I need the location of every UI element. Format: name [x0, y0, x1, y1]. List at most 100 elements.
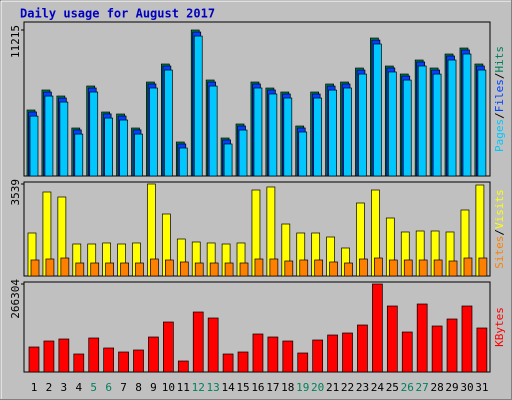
- y-tick-label: 266304: [9, 279, 22, 319]
- bar: [179, 261, 189, 277]
- bar: [269, 258, 279, 277]
- bar: [387, 71, 397, 177]
- legend: Pages/Files/Hits: [493, 46, 506, 152]
- bar: [372, 283, 383, 373]
- x-tick-label: 27: [416, 381, 429, 394]
- bar: [373, 43, 382, 177]
- x-tick-label: 23: [356, 381, 369, 394]
- bar: [268, 93, 278, 177]
- bar: [104, 117, 114, 177]
- bar: [133, 349, 144, 373]
- bar: [357, 324, 368, 373]
- x-tick-label: 19: [296, 381, 309, 394]
- bar: [358, 73, 367, 177]
- x-tick-label: 31: [475, 381, 488, 394]
- bar: [297, 352, 309, 373]
- bar: [463, 257, 473, 277]
- bar: [43, 340, 55, 373]
- bar: [207, 317, 219, 373]
- bar: [462, 53, 472, 177]
- bar: [103, 347, 115, 373]
- legend-entry: Hits: [493, 46, 506, 73]
- bar: [284, 260, 294, 277]
- bar: [374, 257, 383, 277]
- bar: [312, 339, 324, 373]
- bar: [44, 95, 54, 177]
- x-tick-label: 26: [401, 381, 414, 394]
- bar: [90, 262, 100, 277]
- x-tick-label: 11: [177, 381, 190, 394]
- x-tick-label: 29: [445, 381, 458, 394]
- x-tick-label: 4: [75, 381, 82, 394]
- bar: [59, 101, 69, 177]
- bar: [461, 305, 473, 373]
- bar: [299, 259, 309, 277]
- bar: [253, 87, 263, 177]
- bar: [359, 258, 368, 277]
- bar: [223, 143, 233, 177]
- legend-entry: KBytes: [493, 307, 506, 347]
- x-tick-label: 8: [135, 381, 142, 394]
- chart-title: Daily usage for August 2017: [20, 7, 215, 21]
- bar: [119, 119, 128, 177]
- legend: KBytes: [493, 307, 506, 347]
- bar: [329, 261, 338, 277]
- x-tick-label: 14: [221, 381, 235, 394]
- bar: [282, 340, 294, 373]
- x-tick-label: 6: [105, 381, 112, 394]
- bar: [446, 318, 458, 373]
- bar: [178, 147, 188, 177]
- bar: [58, 338, 70, 373]
- bar: [177, 360, 189, 373]
- x-tick-label: 22: [341, 381, 354, 394]
- y-tick-label: 3539: [9, 179, 22, 206]
- bar: [344, 262, 353, 277]
- bar: [433, 259, 443, 277]
- bar: [402, 79, 412, 177]
- legend-entry: Visits: [493, 189, 506, 229]
- x-tick-label: 1: [31, 381, 38, 394]
- x-tick-label: 2: [46, 381, 53, 394]
- bar: [75, 262, 85, 277]
- bar: [416, 303, 428, 373]
- bar: [163, 321, 174, 373]
- bar: [401, 331, 413, 373]
- bar: [164, 69, 173, 177]
- bar: [476, 327, 488, 373]
- bar: [89, 91, 99, 177]
- bar: [30, 259, 40, 277]
- bar: [60, 257, 70, 277]
- x-tick-label: 15: [236, 381, 249, 394]
- bar: [239, 262, 249, 277]
- x-tick-label: 25: [386, 381, 399, 394]
- bar: [478, 257, 488, 277]
- x-tick-label: 10: [162, 381, 175, 394]
- bar: [313, 97, 323, 177]
- x-tick-label: 16: [251, 381, 264, 394]
- x-tick-label: 18: [281, 381, 294, 394]
- bar: [45, 258, 55, 277]
- x-tick-label: 7: [120, 381, 127, 394]
- x-tick-label: 5: [90, 381, 97, 394]
- x-tick-label: 28: [430, 381, 443, 394]
- x-tick-label: 17: [266, 381, 279, 394]
- x-tick-label: 12: [192, 381, 205, 394]
- bar: [448, 260, 458, 277]
- bar: [150, 258, 159, 277]
- legend: Sites/Visits: [493, 189, 506, 269]
- bar: [477, 69, 487, 177]
- bar: [237, 351, 249, 373]
- bar: [134, 133, 143, 177]
- bar: [148, 336, 159, 373]
- bar: [327, 334, 338, 373]
- bar: [165, 259, 174, 277]
- bar: [403, 259, 413, 277]
- y-tick-label: 11215: [9, 25, 22, 58]
- x-tick-label: 24: [371, 381, 385, 394]
- bar: [432, 73, 442, 177]
- bar: [431, 325, 443, 373]
- bar: [29, 115, 39, 177]
- bar: [208, 85, 218, 177]
- bar: [328, 89, 337, 177]
- bar: [74, 133, 84, 177]
